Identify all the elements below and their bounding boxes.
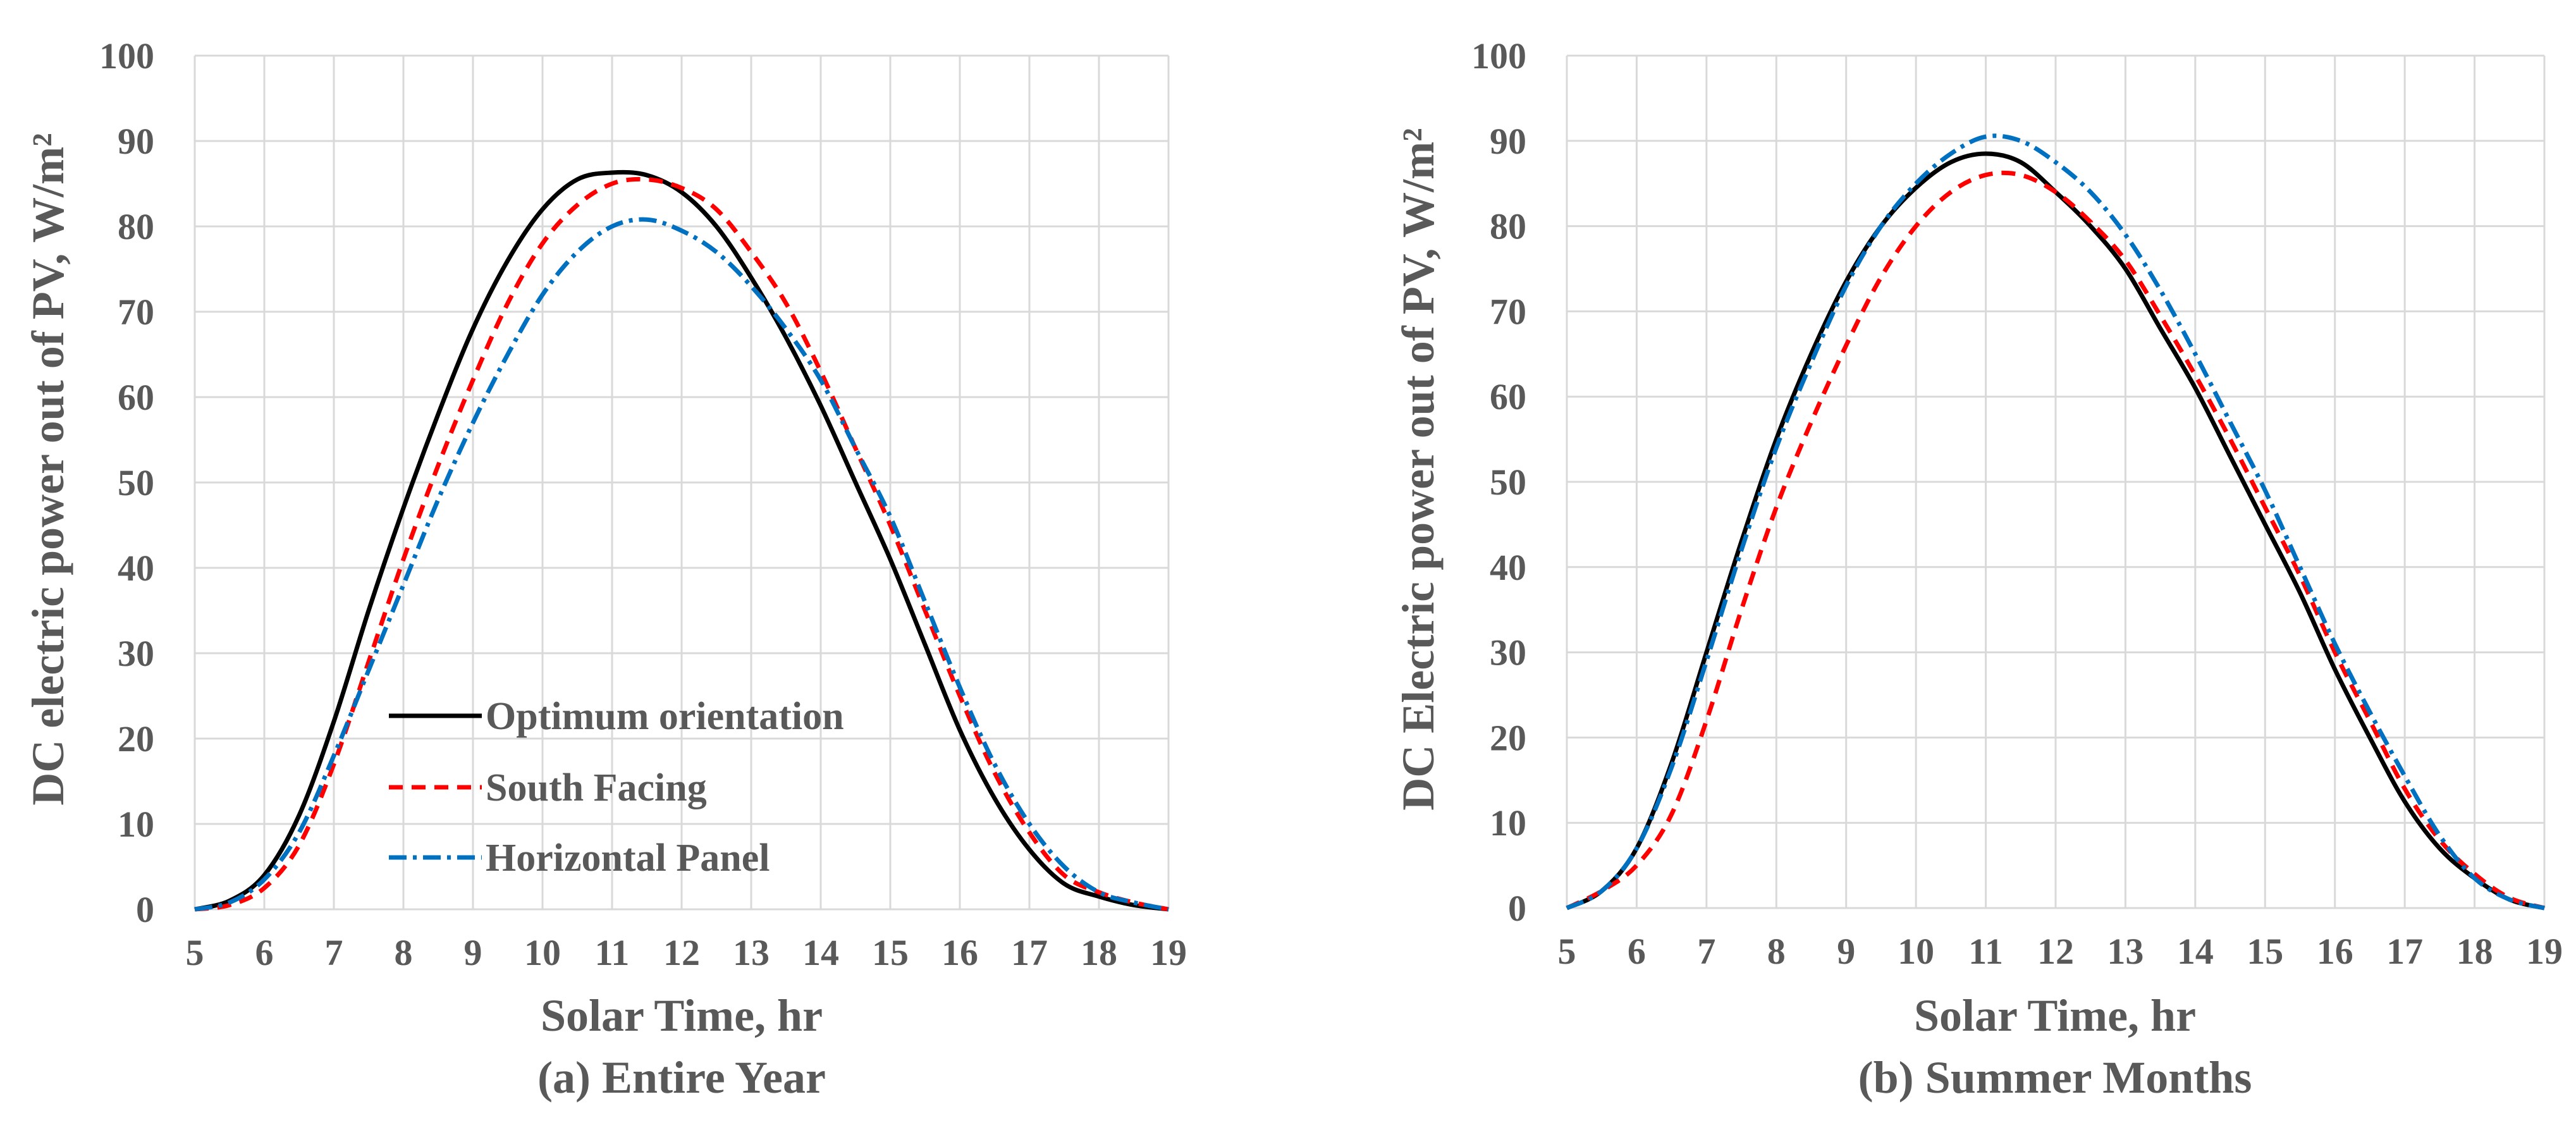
chart-caption: (a) Entire Year	[537, 1052, 826, 1103]
x-tick-label: 15	[2247, 931, 2283, 972]
y-tick-label: 20	[118, 718, 154, 759]
y-tick-label: 0	[1508, 888, 1526, 929]
x-tick-label: 13	[2107, 931, 2144, 972]
x-tick-label: 9	[464, 932, 482, 973]
y-axis-label: DC Electric power out of PV, W/m²	[1393, 128, 1444, 810]
grid	[193, 54, 1170, 911]
x-tick-label: 16	[941, 932, 978, 973]
y-tick-label: 90	[118, 121, 154, 162]
x-tick-label: 19	[1150, 932, 1187, 973]
x-tick-label: 10	[524, 932, 561, 973]
y-tick-label: 40	[118, 548, 154, 589]
x-tick-label: 16	[2317, 931, 2353, 972]
y-tick-label: 50	[1490, 462, 1526, 503]
legend-item-optimum: Optimum orientation	[389, 695, 844, 738]
y-tick-label: 30	[118, 633, 154, 674]
legend-label: Optimum orientation	[486, 695, 844, 738]
series-line-horizontal-panel	[1566, 133, 2545, 911]
x-tick-label: 11	[1968, 931, 2003, 972]
legend-label: South Facing	[486, 766, 707, 809]
tick-labels: 5 6 7 8 9 10 11 12 13 14 15 16 17 18 19 0 10 20 30 40 50 60 70…	[99, 35, 1187, 973]
legend-label: Horizontal Panel	[486, 837, 770, 880]
x-tick-label: 9	[1837, 931, 1855, 972]
x-tick-label: 19	[2526, 931, 2563, 972]
x-tick-label: 10	[1898, 931, 1934, 972]
x-tick-label: 17	[1011, 932, 1048, 973]
tick-labels: 5 6 7 8 9 10 11 12 13 14 15 16 17 18 19 0 10 20 30 40 50 60 70…	[1471, 35, 2563, 972]
legend: Optimum orientation South Facing Horizon…	[389, 695, 844, 880]
x-tick-label: 15	[872, 932, 909, 973]
chart-summer-months: 5 6 7 8 9 10 11 12 13 14 15 16 17 18 19 0 10 20 30 40 50 60 70…	[1393, 35, 2563, 1103]
y-tick-label: 30	[1490, 632, 1526, 673]
x-tick-label: 14	[802, 932, 839, 973]
y-tick-label: 10	[1490, 802, 1526, 844]
y-tick-label: 70	[118, 292, 154, 333]
series-line-south-facing	[1566, 170, 2545, 911]
x-tick-label: 13	[733, 932, 770, 973]
y-tick-label: 50	[118, 462, 154, 503]
x-tick-label: 12	[2037, 931, 2074, 972]
x-tick-label: 18	[2456, 931, 2493, 972]
y-tick-label: 90	[1490, 121, 1526, 162]
x-tick-label: 7	[325, 932, 343, 973]
x-tick-label: 11	[595, 932, 630, 973]
y-tick-label: 100	[99, 35, 154, 77]
series-lines	[194, 169, 1169, 912]
x-tick-label: 12	[663, 932, 700, 973]
chart-entire-year: 5 6 7 8 9 10 11 12 13 14 15 16 17 18 19 0 10 20 30 40 50 60 70…	[23, 35, 1187, 1103]
grid	[1566, 54, 2546, 909]
x-tick-label: 6	[255, 932, 274, 973]
y-tick-label: 0	[136, 889, 154, 930]
x-tick-label: 8	[1767, 931, 1786, 972]
x-tick-label: 8	[395, 932, 413, 973]
x-axis-label: Solar Time, hr	[1914, 990, 2196, 1041]
x-tick-label: 18	[1081, 932, 1117, 973]
y-tick-label: 80	[1490, 206, 1526, 247]
x-axis-label: Solar Time, hr	[541, 990, 823, 1041]
legend-item-horizontal-panel: Horizontal Panel	[389, 837, 770, 880]
x-tick-label: 17	[2386, 931, 2423, 972]
y-tick-label: 60	[1490, 376, 1526, 417]
series-lines	[1566, 133, 2545, 911]
x-tick-label: 5	[1558, 931, 1576, 972]
y-tick-label: 40	[1490, 547, 1526, 588]
y-tick-label: 80	[118, 206, 154, 247]
x-tick-label: 6	[1628, 931, 1646, 972]
x-tick-label: 14	[2177, 931, 2214, 972]
y-tick-label: 60	[118, 377, 154, 418]
y-tick-label: 70	[1490, 291, 1526, 332]
series-line-south-facing	[194, 176, 1169, 912]
y-axis-label: DC electric power out of PV, W/m²	[23, 133, 73, 805]
series-line-horizontal-panel	[194, 217, 1169, 912]
y-tick-label: 10	[118, 804, 154, 845]
legend-item-south-facing: South Facing	[389, 766, 707, 809]
series-line-optimum-orientation	[194, 169, 1169, 912]
x-tick-label: 5	[186, 932, 204, 973]
chart-caption: (b) Summer Months	[1858, 1052, 2252, 1103]
x-tick-label: 7	[1697, 931, 1715, 972]
y-tick-label: 100	[1471, 35, 1526, 77]
y-tick-label: 20	[1490, 717, 1526, 758]
